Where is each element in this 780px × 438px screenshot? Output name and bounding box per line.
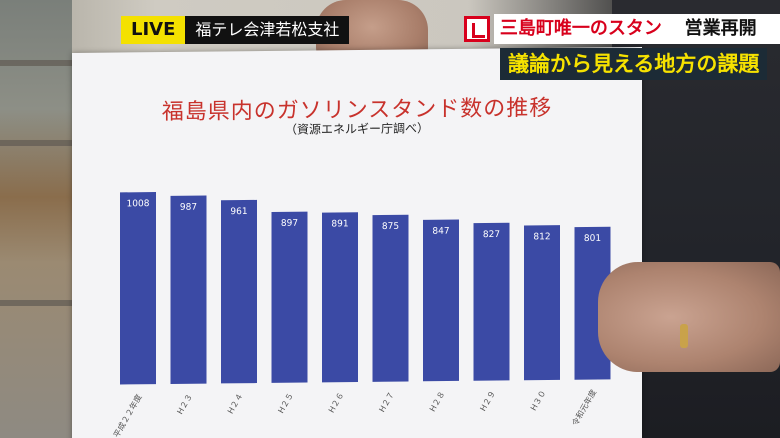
bar-value-label-8: 812 [533,232,550,242]
bar-3 [271,211,308,383]
bar-5 [372,214,409,382]
category-label-5: H２７ [377,390,396,414]
bar-value-label-0: 1008 [127,199,150,209]
bar-value-label-4: 891 [331,219,348,229]
live-tag: LIVE [121,16,186,44]
bar-value-label-9: 801 [584,234,601,244]
category-label-9: 令和元年度 [570,388,599,428]
bar-value-label-5: 875 [382,222,399,232]
bar-value-label-3: 897 [281,219,298,229]
bar-0 [120,192,156,385]
channel-logo-icon [464,16,490,42]
category-label-6: H２８ [428,390,447,414]
bar-1 [170,195,207,384]
presenter-hand-right [598,262,780,372]
chart-board: 福島県内のガソリンスタンド数の推移 （資源エネルギー庁調べ） 1008 平成２２年… [72,47,642,438]
bar-value-label-2: 961 [230,207,247,217]
bar-8 [524,225,560,381]
ring [680,324,688,348]
bar-value-label-7: 827 [483,230,500,240]
bar-6 [423,219,459,382]
bar-2 [221,199,257,384]
bar-value-label-1: 987 [180,203,197,213]
broadcast-location: 福テレ会津若松支社 [185,16,350,44]
left-wall [0,0,72,438]
bar-7 [473,222,510,381]
category-label-2: H２４ [226,392,245,416]
category-label-7: H２９ [478,389,497,413]
category-label-0: 平成２２年度 [111,392,144,438]
topic-subheadline: 議論から見える地方の課題 [500,48,768,80]
category-label-4: H２６ [327,391,346,415]
bar-4 [322,212,358,383]
topic-headline-red: 三島町唯一のスタンド [493,14,685,69]
category-label-3: H２５ [276,391,295,415]
bar-value-label-6: 847 [432,227,449,237]
topic-banner: 三島町唯一のスタンド 営業再開へ [464,14,780,69]
category-label-8: H３０ [529,389,548,413]
category-label-1: H２３ [175,392,194,416]
live-banner: LIVE 福テレ会津若松支社 [121,16,350,44]
topic-headline-black: 営業再開へ [684,14,780,69]
bar-chart: 1008 平成２２年度 987 H２３ 961 H２４ 897 H２５ 891 H２６ 875 H２７… [111,192,611,438]
